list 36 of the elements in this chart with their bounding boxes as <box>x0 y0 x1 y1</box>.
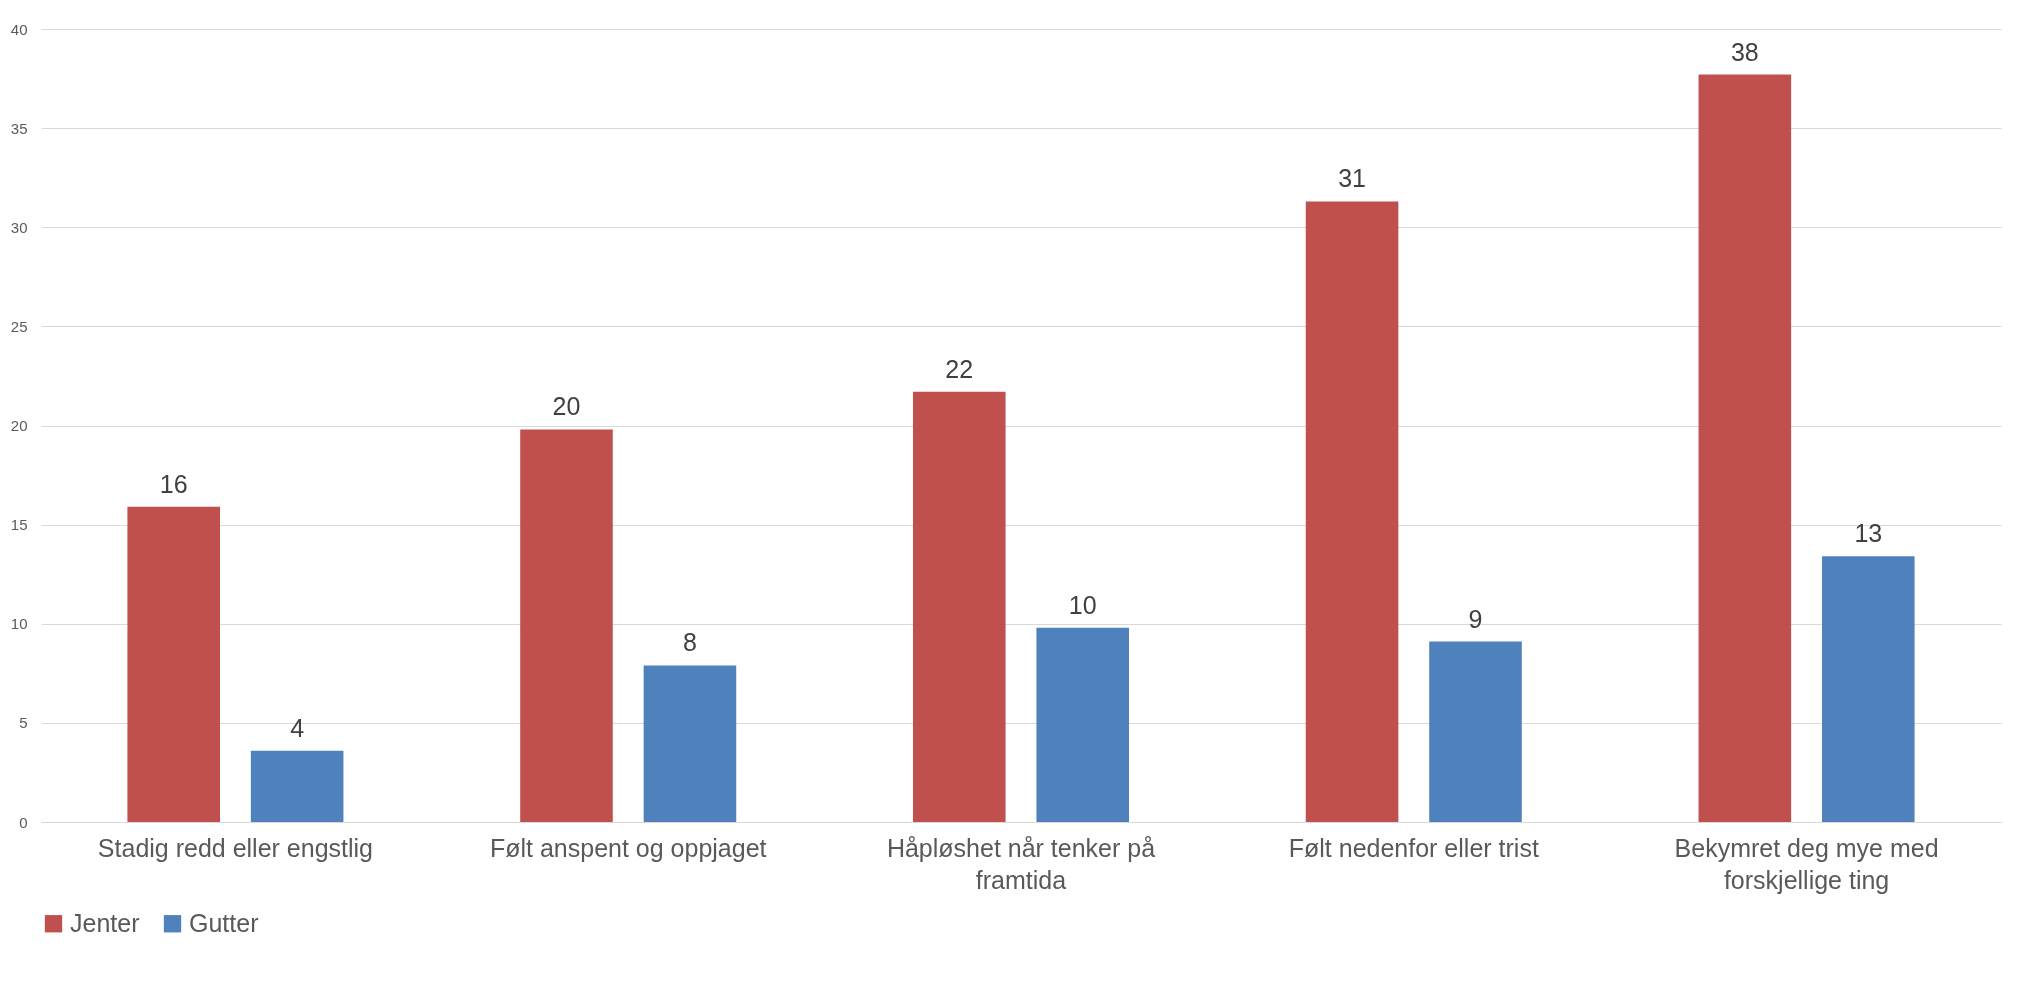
x-tick-label: Håpløshet når tenker på framtida <box>886 833 1156 894</box>
bar <box>250 750 344 822</box>
bar <box>1305 201 1399 822</box>
y-tick-label: 25 <box>10 317 28 335</box>
x-tick-label: Bekymret deg mye med forskjellige ting <box>1674 833 1939 894</box>
data-label: 4 <box>290 713 305 742</box>
y-tick-label: 10 <box>10 615 28 633</box>
bar <box>1429 641 1522 822</box>
data-label: 22 <box>945 354 974 383</box>
bar <box>643 665 737 822</box>
data-label: 31 <box>1338 164 1366 193</box>
x-tick-label: Følt anspent og oppjaget <box>489 833 767 862</box>
data-label: 8 <box>682 628 697 657</box>
y-tick-label: 0 <box>19 813 28 831</box>
y-tick-label: 15 <box>10 516 28 534</box>
bar <box>1698 74 1792 822</box>
legend-label: Jenter <box>70 908 140 937</box>
bar <box>1036 627 1130 822</box>
y-tick-label: 5 <box>19 714 28 732</box>
y-tick-label: 40 <box>10 20 28 38</box>
bar <box>912 391 1006 822</box>
data-label: 10 <box>1068 590 1097 619</box>
y-tick-label: 35 <box>10 119 28 137</box>
x-tick-label: Følt nedenfor eller trist <box>1288 833 1539 862</box>
bar <box>520 429 613 822</box>
data-label: 13 <box>1854 519 1883 548</box>
y-tick-label: 30 <box>10 218 28 236</box>
data-label: 20 <box>552 392 581 421</box>
data-label: 16 <box>159 469 188 498</box>
legend-label: Gutter <box>189 908 259 937</box>
data-label: 9 <box>1468 604 1483 633</box>
bar <box>1822 556 1915 822</box>
x-tick-label: Stadig redd eller engstlig <box>97 833 374 862</box>
bar <box>127 506 220 822</box>
data-label: 38 <box>1730 37 1759 66</box>
y-tick-label: 20 <box>10 417 28 434</box>
